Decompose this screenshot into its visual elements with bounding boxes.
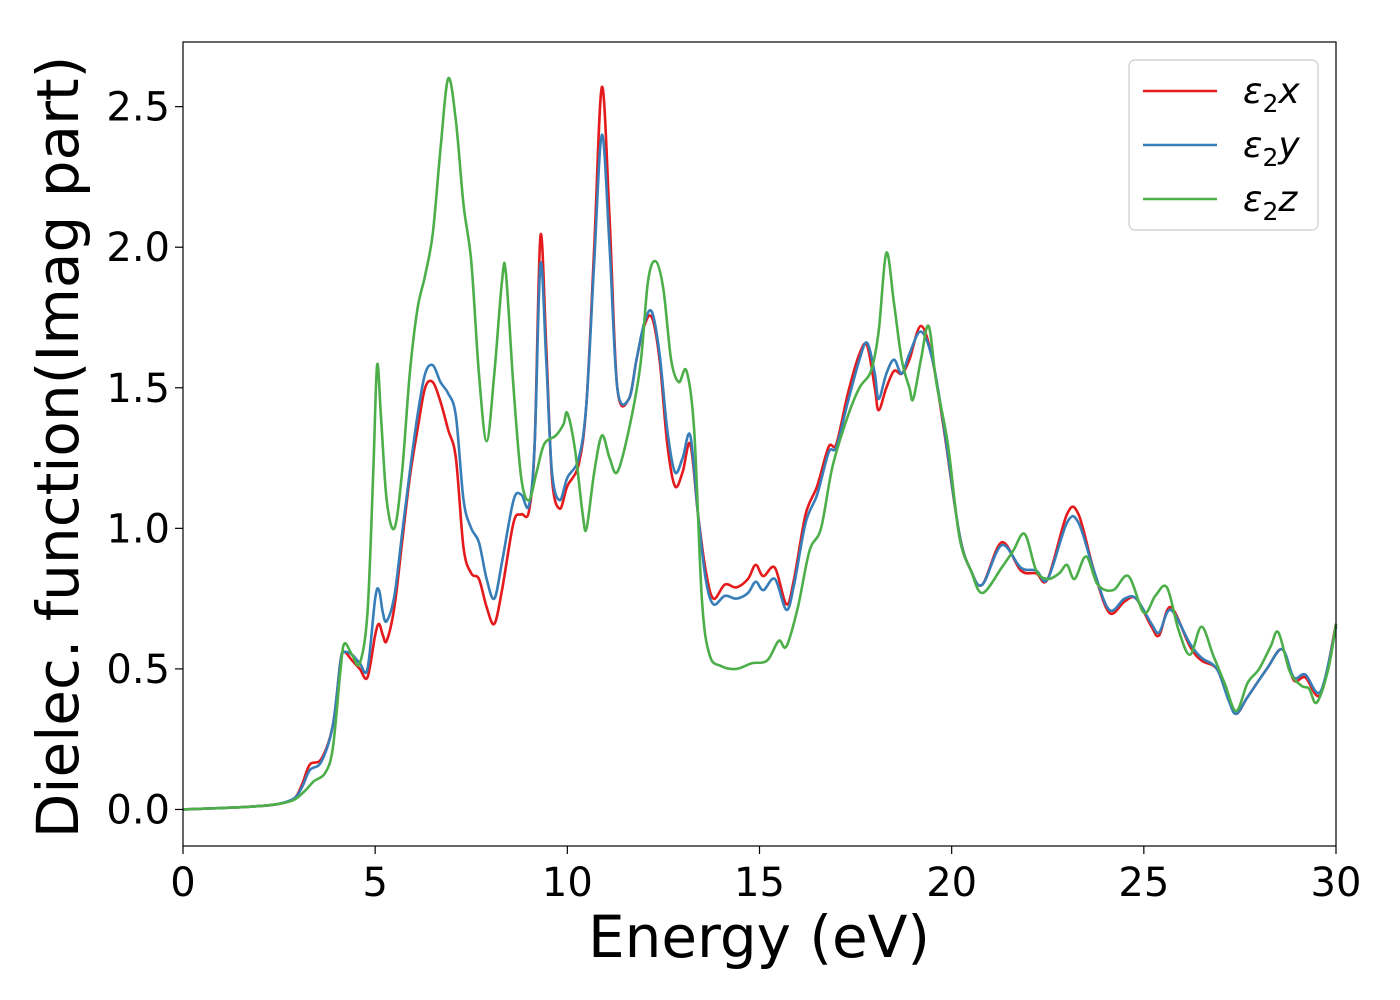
x-tick-label: 30 <box>1311 860 1362 906</box>
legend-box <box>1128 59 1319 231</box>
x-tick-label: 20 <box>926 860 977 906</box>
y-axis-label: Dielec. function(Imag part) <box>24 56 92 839</box>
series-line-z <box>182 76 1338 811</box>
series-line-y <box>182 133 1338 811</box>
x-tick-label: 5 <box>362 860 387 906</box>
y-tick-label: 1.5 <box>106 366 170 412</box>
y-tick-label: 2.0 <box>106 225 170 271</box>
legend-entry-z: ε2z <box>1243 179 1298 226</box>
x-axis-label: Energy (eV) <box>588 903 930 971</box>
x-tick-label: 0 <box>170 860 195 906</box>
x-tick-label: 10 <box>542 860 593 906</box>
y-tick-label: 2.5 <box>106 85 170 131</box>
x-tick-label: 25 <box>1118 860 1169 906</box>
axis-ticks: 0 5 10 15 20 25 30 0.0 0.5 1.0 1.5 2.0 2.5 <box>106 85 1361 906</box>
x-tick-label: 15 <box>734 860 785 906</box>
y-tick-label: 0.0 <box>106 787 170 833</box>
legend-entry-x: ε2x <box>1243 71 1300 118</box>
y-tick-label: 0.5 <box>106 647 170 693</box>
legend-entry-y: ε2y <box>1243 125 1300 172</box>
y-tick-label: 1.0 <box>106 506 170 552</box>
legend: ε2x ε2y ε2z <box>1128 59 1319 231</box>
